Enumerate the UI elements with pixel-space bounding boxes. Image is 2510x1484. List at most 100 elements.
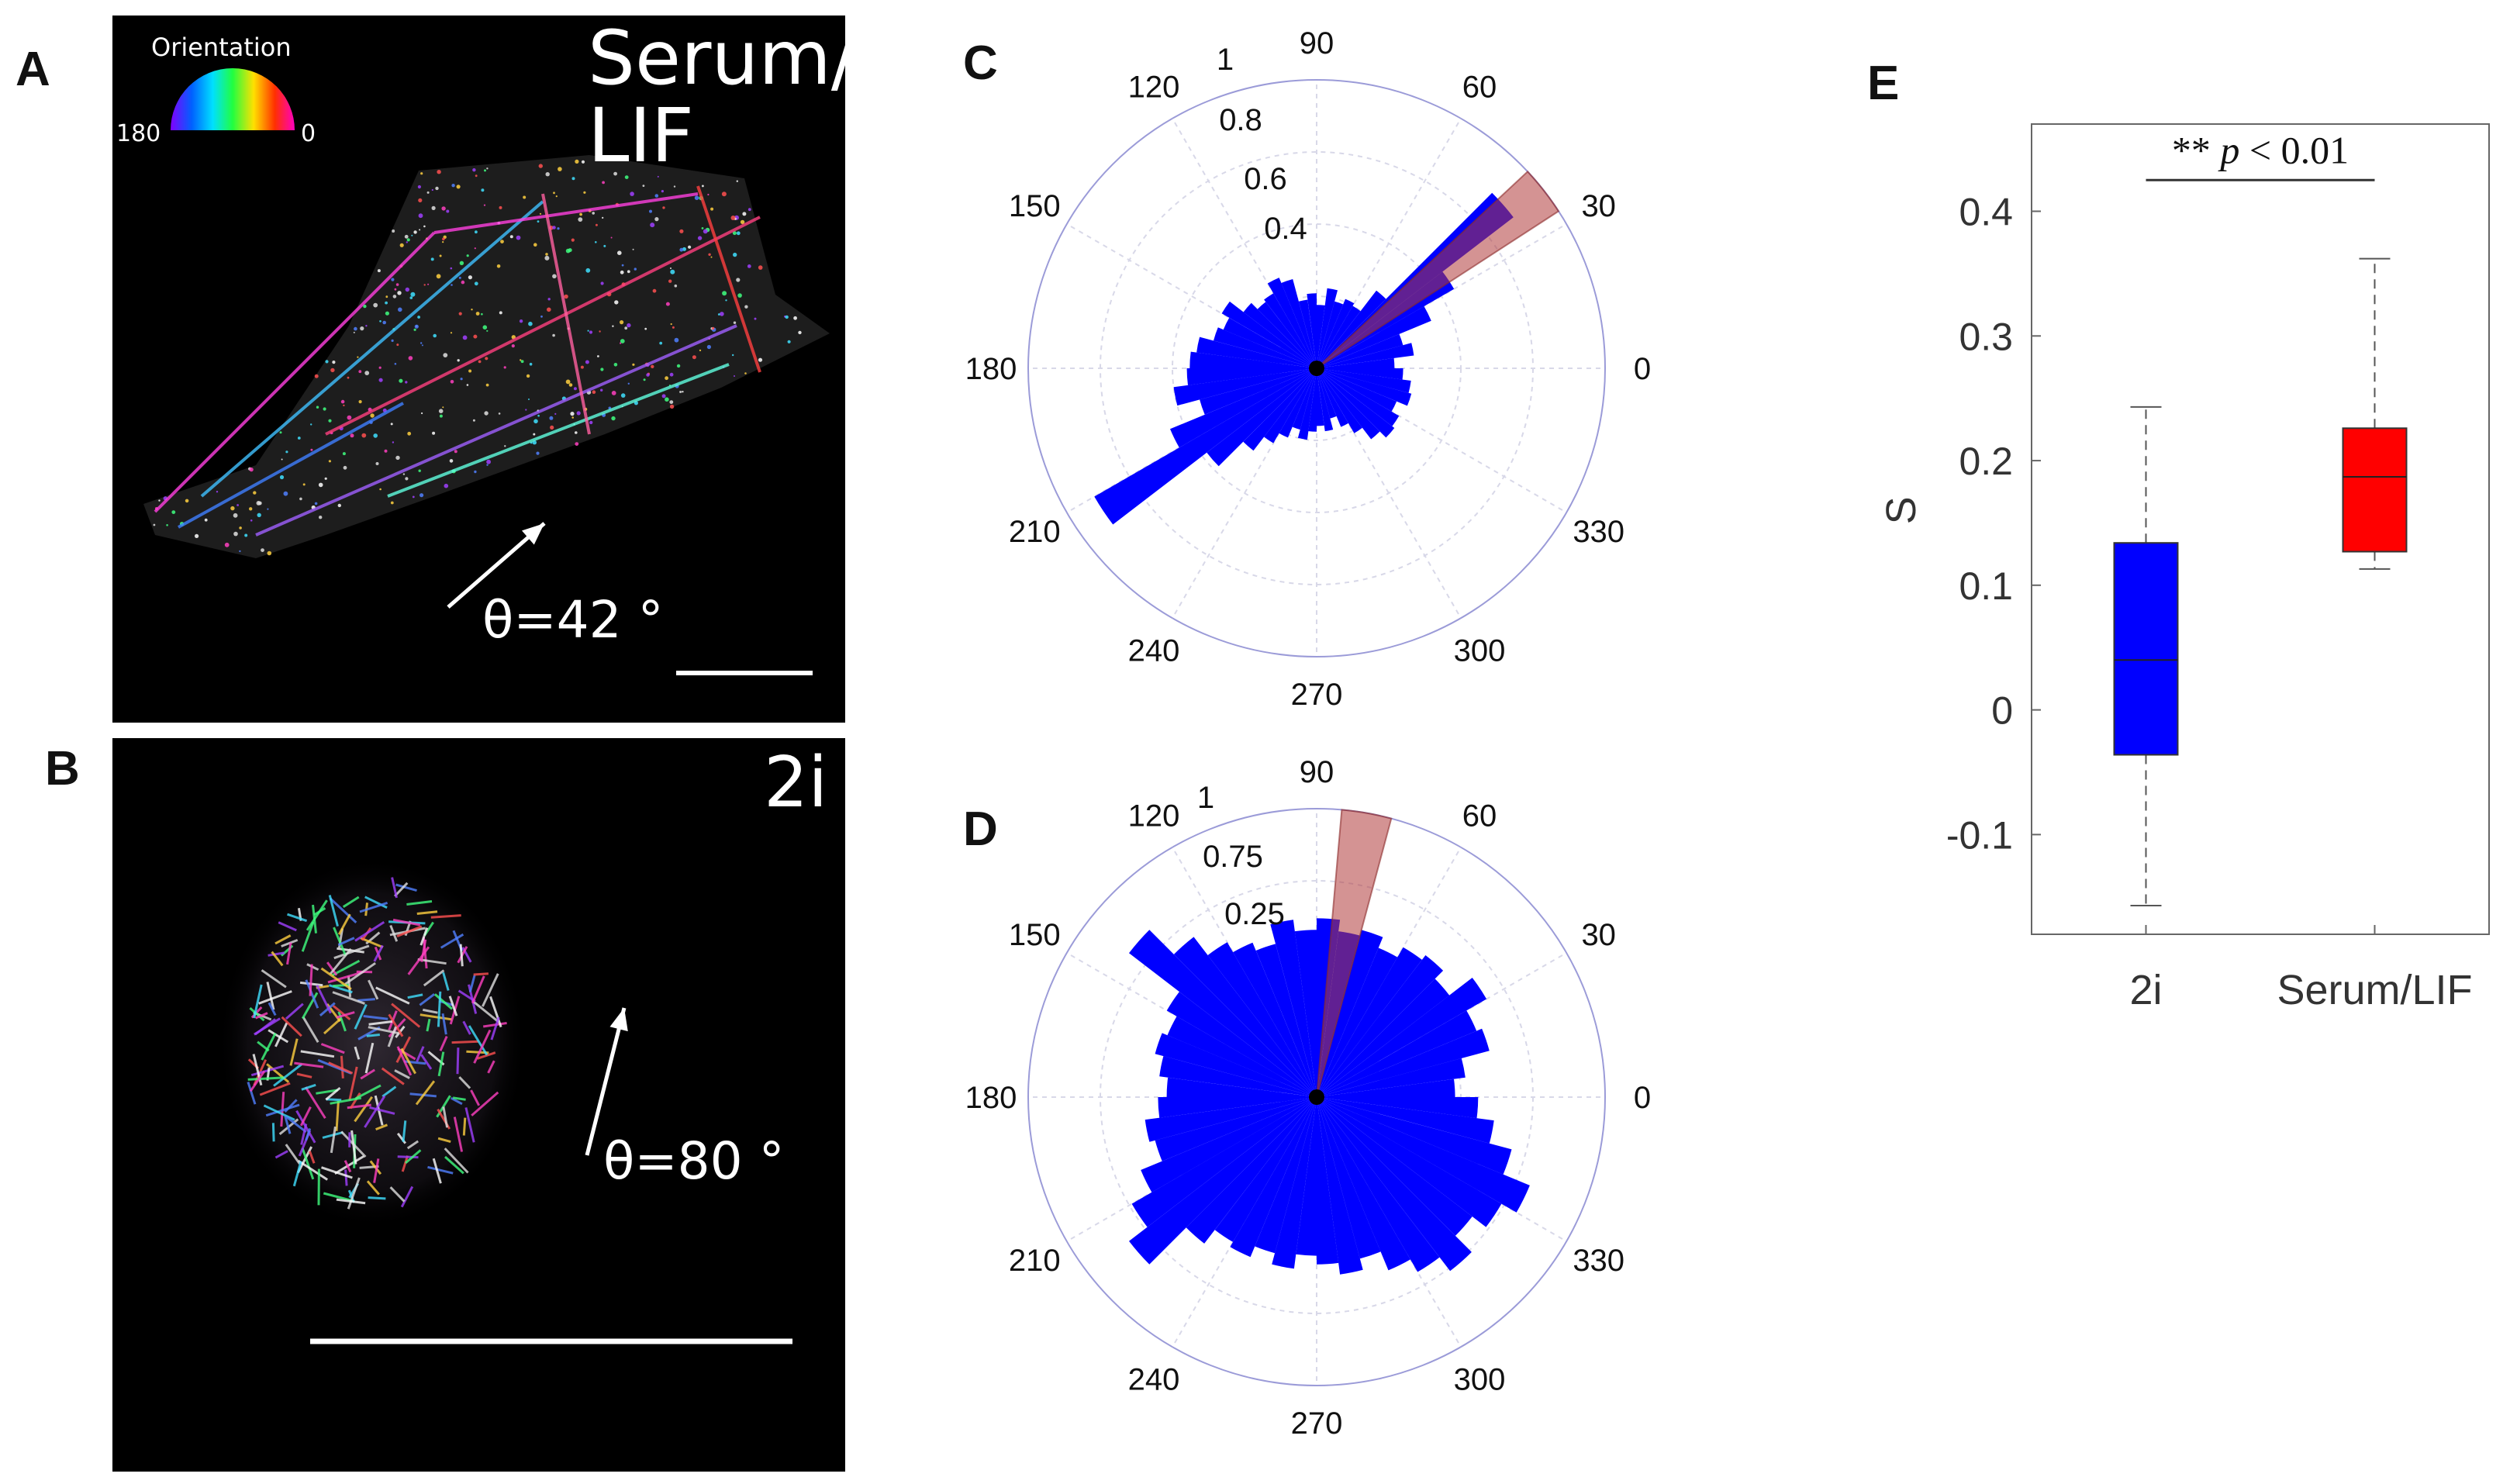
actin-strand [326, 1098, 342, 1102]
actin-speck [599, 330, 601, 333]
actin-speck [511, 344, 515, 348]
actin-strand [328, 1061, 354, 1075]
actin-strand [344, 961, 376, 985]
actin-speck [310, 423, 312, 426]
actin-strand [396, 925, 423, 937]
actin-strand [342, 896, 360, 908]
actin-strand [375, 1123, 388, 1130]
actin-strand [360, 937, 384, 949]
histogram-bar [1145, 1097, 1317, 1142]
actin-strand [360, 1068, 375, 1080]
actin-strand [309, 964, 313, 996]
actin-speck [310, 448, 313, 451]
actin-speck [565, 379, 571, 385]
actin-strand [329, 897, 357, 923]
actin-speck [744, 305, 748, 309]
actin-strand [357, 998, 375, 1002]
histogram-bar [1255, 944, 1317, 1097]
actin-strand [301, 992, 319, 1020]
actin-speck [550, 425, 554, 430]
actin-strand [285, 1003, 304, 1020]
actin-speck [318, 482, 323, 488]
actin-speck [630, 192, 634, 196]
actin-strand [296, 1146, 313, 1174]
actin-speck [711, 326, 715, 330]
actin-speck [462, 335, 468, 340]
actin-speck [394, 288, 397, 291]
actin-speck [385, 301, 388, 305]
actin-speck [659, 341, 663, 345]
actin-strand [441, 1013, 447, 1035]
actin-speck [233, 512, 238, 518]
histogram-bar [1257, 302, 1317, 368]
condition-label-b: 2i [764, 742, 827, 823]
actin-fiber [387, 363, 730, 498]
histogram-bar [1317, 306, 1431, 368]
actin-strand [304, 1086, 326, 1120]
actin-strand [301, 1083, 316, 1091]
actin-strand [326, 961, 338, 976]
actin-strand [369, 1160, 382, 1175]
actin-strand [387, 1026, 397, 1047]
angle-tick-label: 0 [1634, 352, 1651, 386]
actin-speck [642, 185, 645, 188]
actin-strand [300, 1050, 335, 1058]
actin-speck [611, 391, 616, 395]
angle-tick-label: 90 [1300, 26, 1334, 60]
actin-speck [649, 209, 652, 213]
actin-speck [419, 229, 421, 231]
actin-strand [364, 1042, 375, 1074]
cell-body-a [143, 155, 830, 558]
actin-speck [473, 334, 478, 339]
actin-speck [754, 317, 757, 320]
actin-speck [523, 195, 527, 199]
actin-speck [283, 491, 288, 496]
actin-speck [436, 274, 441, 279]
actin-speck [354, 326, 357, 331]
actin-speck [486, 464, 489, 466]
actin-speck [661, 190, 665, 193]
histogram-bar [1297, 368, 1317, 440]
actin-strand [432, 1158, 442, 1184]
panel-letter-d: D [963, 802, 998, 856]
actin-speck [249, 507, 253, 511]
histogram-bar [1317, 343, 1414, 368]
actin-speck [528, 399, 530, 400]
histogram-bar [1214, 327, 1317, 368]
actin-strand [349, 1092, 361, 1110]
radial-tick-label: 1 [1217, 43, 1234, 77]
box [2342, 427, 2408, 553]
angle-tick-label: 120 [1128, 799, 1180, 833]
actin-strand [348, 1066, 358, 1101]
histogram-bar [1186, 1097, 1317, 1244]
actin-speck [600, 281, 604, 285]
actin-strand [285, 1144, 301, 1165]
actin-speck [423, 284, 426, 286]
actin-speck [730, 216, 736, 220]
actin-speck [391, 278, 395, 281]
actin-speck [627, 382, 630, 385]
actin-strand [458, 1076, 471, 1089]
actin-strand [320, 967, 352, 991]
actin-strand [473, 1029, 492, 1064]
actin-strand [439, 1035, 448, 1051]
actin-speck [435, 186, 439, 191]
angle-tick-label: 150 [1009, 918, 1061, 952]
actin-speck [736, 180, 738, 182]
actin-fiber [325, 216, 761, 436]
panel-letter-e: E [1867, 57, 1899, 110]
histogram-bar [1272, 1097, 1317, 1269]
histogram-bar [1230, 1097, 1317, 1258]
actin-speck [533, 243, 537, 247]
panel-b: B 2i θ=80 ° [45, 738, 845, 1472]
actin-speck [595, 223, 598, 226]
histogram-bar [1094, 368, 1317, 525]
actin-strand [405, 1149, 422, 1165]
actin-strand [249, 1006, 265, 1022]
actin-speck [620, 339, 625, 343]
actin-speck [323, 407, 326, 411]
actin-speck [632, 248, 634, 250]
actin-speck [665, 302, 670, 306]
condition-line-1: Serum/ [588, 15, 857, 102]
actin-strand [433, 993, 453, 1010]
